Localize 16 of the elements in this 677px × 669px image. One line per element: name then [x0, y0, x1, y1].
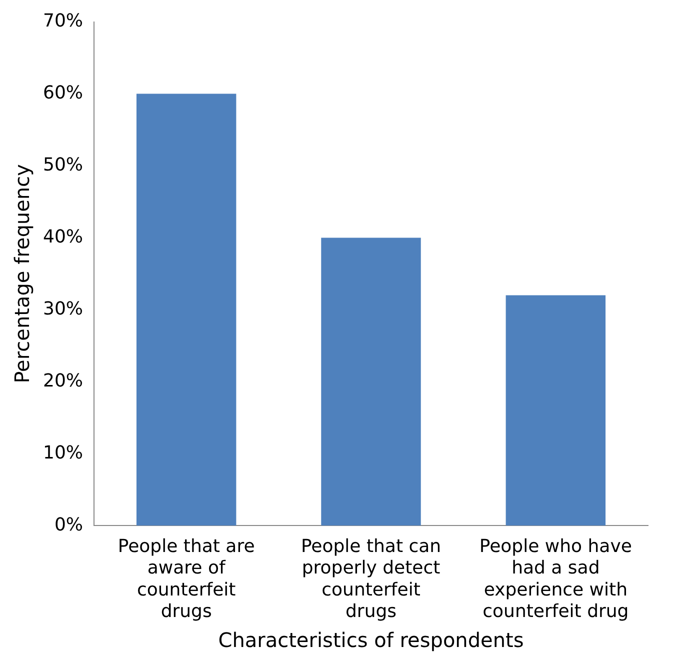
- bar: [136, 94, 236, 526]
- x-tick-label: People that are aware of counterfeit drugs: [118, 536, 255, 622]
- y-tick-label: 50%: [42, 154, 84, 176]
- bar: [506, 295, 606, 526]
- y-tick-label: 40%: [42, 226, 84, 248]
- y-tick-label: 60%: [42, 82, 84, 104]
- y-tick-label: 10%: [42, 442, 84, 464]
- y-tick-label: 30%: [42, 298, 84, 320]
- bar: [321, 238, 421, 526]
- x-axis-title: Characteristics of respondents: [218, 628, 524, 652]
- x-tick-label: People who have had a sad experience with counterfeit drug: [479, 536, 632, 622]
- x-tick-label: People that can properly detect counterfeit drugs: [300, 536, 442, 622]
- y-tick-label: 20%: [42, 370, 84, 392]
- y-tick-label: 70%: [42, 10, 84, 32]
- y-tick-label: 0%: [54, 514, 84, 536]
- y-axis-title: Percentage frequency: [10, 164, 34, 384]
